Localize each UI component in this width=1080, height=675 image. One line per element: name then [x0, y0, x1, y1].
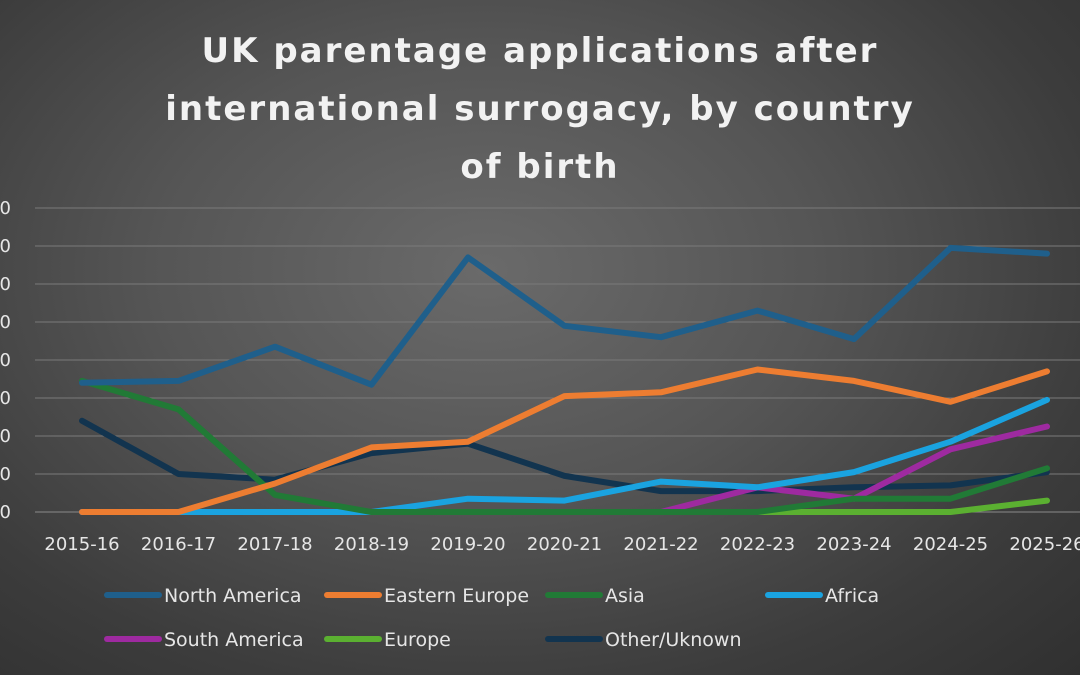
- chart-title-text: UK parentage applications after internat…: [165, 31, 915, 187]
- x-tick-label: 2019-20: [430, 534, 505, 555]
- legend-item: South America: [104, 629, 304, 651]
- x-tick-label: 2017-18: [237, 534, 312, 555]
- x-tick-label: 2016-17: [141, 534, 216, 555]
- legend-item: Eastern Europe: [324, 585, 529, 607]
- x-tick-label: 2024-25: [913, 534, 988, 555]
- legend-item: Asia: [545, 585, 645, 607]
- series-lines: [79, 244, 1050, 515]
- legend-label: Eastern Europe: [384, 585, 529, 607]
- series-line-asia: [79, 377, 1050, 515]
- y-axis-ticks: 0 0 0 0 0 0 0 0 0: [0, 198, 11, 523]
- y-tick-label: 0: [0, 426, 11, 447]
- y-tick-label: 0: [0, 312, 11, 333]
- x-tick-label: 2015-16: [44, 534, 119, 555]
- series-line-eastern-europe: [79, 366, 1050, 515]
- x-axis-labels: 2015-16 2016-17 2017-18 2018-19 2019-20 2020-…: [44, 534, 1080, 555]
- series-line-africa: [79, 396, 1050, 515]
- y-tick-label: 0: [0, 388, 11, 409]
- x-tick-label: 2020-21: [527, 534, 602, 555]
- y-tick-label: 0: [0, 236, 11, 257]
- legend-item: Europe: [324, 629, 451, 651]
- legend-label: North America: [164, 585, 302, 607]
- x-tick-label: 2023-24: [816, 534, 891, 555]
- legend-item: North America: [104, 585, 302, 607]
- x-tick-label: 2022-23: [720, 534, 795, 555]
- series-line-other-uknown: [79, 417, 1050, 495]
- legend: North America Eastern Europe Asia Africa Sou…: [104, 585, 879, 651]
- y-tick-label: 0: [0, 198, 11, 219]
- x-tick-label: 2021-22: [623, 534, 698, 555]
- legend-label: Europe: [384, 629, 451, 651]
- y-tick-label: 0: [0, 502, 11, 523]
- x-tick-label: 2018-19: [334, 534, 409, 555]
- y-tick-label: 0: [0, 274, 11, 295]
- legend-label: Other/Uknown: [605, 629, 742, 651]
- y-tick-label: 0: [0, 350, 11, 371]
- legend-label: Asia: [605, 585, 645, 607]
- x-tick-label: 2025-26: [1009, 534, 1080, 555]
- legend-item: Other/Uknown: [545, 629, 742, 651]
- chart-title: UK parentage applications after internat…: [0, 22, 1080, 196]
- legend-label: South America: [164, 629, 304, 651]
- legend-item: Africa: [765, 585, 879, 607]
- legend-label: Africa: [825, 585, 879, 607]
- y-tick-label: 0: [0, 464, 11, 485]
- series-line-north-america: [79, 244, 1050, 388]
